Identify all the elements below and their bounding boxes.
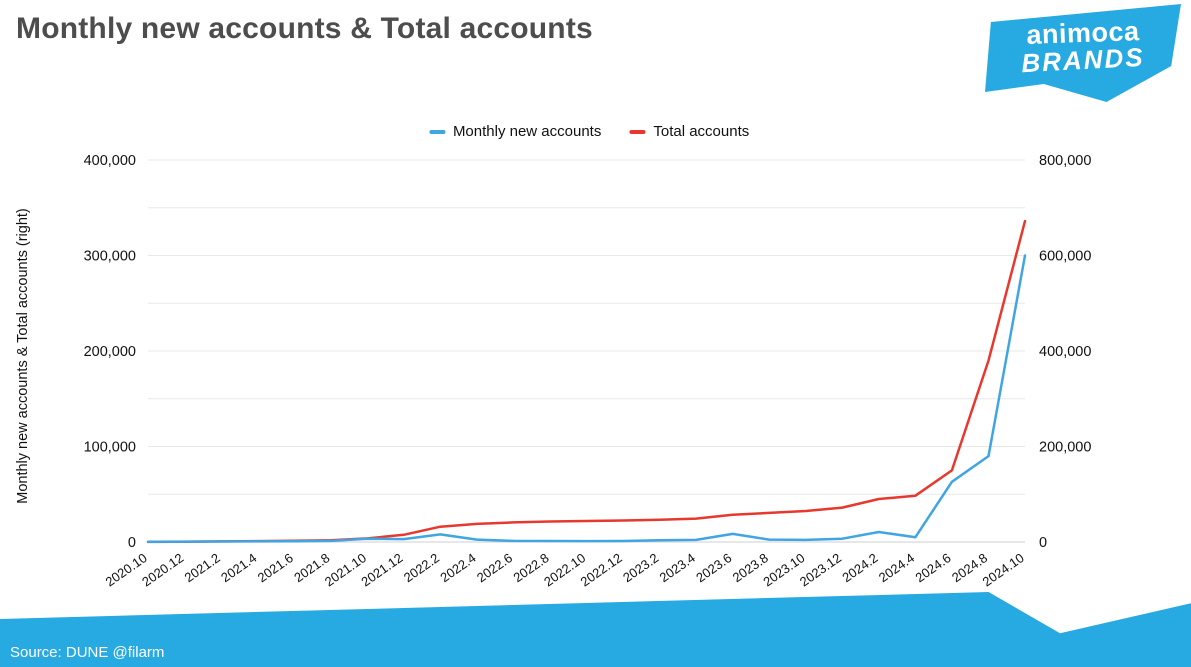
x-axis-tick-label: 2022.12 [578, 550, 625, 589]
series-line-monthly-new-accounts [146, 254, 1027, 544]
x-axis-tick-label: 2022.2 [401, 550, 442, 585]
left-axis-tick-label: 400,000 [84, 153, 136, 169]
x-axis-tick-label: 2024.6 [912, 550, 953, 585]
x-axis-tick-label: 2022.4 [437, 550, 478, 585]
legend-swatch-blue-icon [428, 129, 445, 134]
x-axis-tick-label: 2021.6 [255, 550, 296, 585]
y-axis-title: Monthly new accounts & Total accounts (r… [15, 208, 31, 504]
animoca-brands-logo: animoca BRANDS [985, 4, 1181, 102]
page-title: Monthly new accounts & Total accounts [16, 12, 593, 45]
legend-label-monthly-new-accounts: Monthly new accounts [452, 123, 602, 140]
right-axis-tick-label: 0 [1039, 535, 1047, 551]
x-axis-tick-label: 2024.2 [839, 550, 880, 585]
right-axis-tick-label: 400,000 [1039, 344, 1091, 360]
chart-legend: Monthly new accounts Total accounts [428, 123, 749, 140]
line-chart: 0 100,000 200,000 300,000 400,000 0 200,000 400… [84, 153, 1092, 589]
x-axis-tick-label: 2021.2 [182, 550, 223, 585]
legend-swatch-red-icon [629, 129, 646, 134]
source-text: Source: DUNE @filarm [10, 644, 165, 661]
right-axis-tick-label: 200,000 [1039, 440, 1091, 456]
x-axis-tick-label: 2021.12 [358, 550, 405, 589]
x-axis-tick-label: 2023.2 [620, 550, 661, 585]
legend-item-total-accounts: Total accounts [629, 123, 749, 140]
left-axis-tick-label: 300,000 [84, 249, 136, 265]
legend-label-total-accounts: Total accounts [653, 123, 750, 140]
legend-item-monthly-new-accounts: Monthly new accounts [428, 123, 602, 140]
x-axis-tick-label: 2021.4 [218, 550, 259, 585]
left-axis-tick-label: 0 [128, 535, 136, 551]
left-axis-tick-label: 200,000 [84, 344, 136, 360]
x-axis-tick-label: 2023.4 [657, 550, 698, 585]
x-axis-tick-label: 2020.12 [139, 550, 186, 589]
right-axis-tick-label: 800,000 [1039, 153, 1091, 169]
left-axis-tick-label: 100,000 [84, 440, 136, 456]
chart-area: 0 100,000 200,000 300,000 400,000 0 200,000 400… [40, 142, 1150, 607]
x-axis-tick-label: 2023.6 [693, 550, 734, 585]
right-axis-tick-label: 600,000 [1039, 249, 1091, 265]
x-axis-tick-label: 2024.4 [876, 550, 917, 585]
x-axis-tick-label: 2024.10 [980, 550, 1027, 589]
x-axis-tick-label: 2023.12 [797, 550, 844, 589]
x-axis-tick-label: 2022.6 [474, 550, 515, 585]
